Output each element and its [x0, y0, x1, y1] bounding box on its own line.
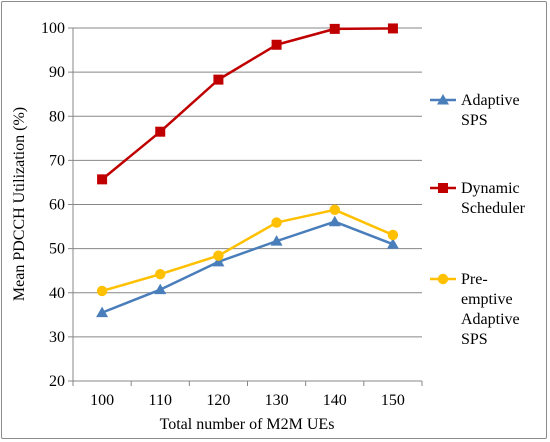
data-point	[386, 238, 399, 249]
y-tick-label: 50	[49, 241, 65, 258]
x-tick-label: 130	[265, 392, 289, 409]
series-group	[96, 23, 399, 318]
x-axis-title: Total number of M2M UEs	[160, 416, 335, 433]
series-line	[101, 208, 394, 293]
series-line	[101, 27, 393, 181]
data-point	[270, 235, 283, 246]
y-tick-label: 40	[49, 285, 65, 302]
legend-label: Adaptive	[461, 92, 520, 109]
series-3	[96, 204, 399, 297]
x-tick-label: 150	[381, 392, 405, 409]
legend-label: SPS	[461, 112, 488, 129]
data-point	[329, 23, 340, 34]
legend-label: SPS	[461, 331, 488, 348]
data-point	[213, 74, 224, 85]
series-line	[101, 220, 394, 314]
series-2	[97, 23, 398, 185]
data-point	[154, 283, 167, 295]
legend-swatch-marker	[437, 94, 449, 105]
x-tick-label: 110	[149, 392, 172, 409]
data-point	[271, 217, 282, 228]
data-point	[155, 269, 166, 280]
y-tick-label: 20	[49, 373, 65, 390]
y-tick-label: 90	[49, 64, 65, 81]
y-tick-label: 30	[49, 329, 65, 346]
legend-item-2: Dynamic Scheduler	[430, 180, 526, 217]
data-point	[96, 285, 108, 297]
y-tick-label: 70	[49, 152, 65, 169]
data-point	[271, 39, 282, 50]
x-tick-label: 120	[206, 392, 230, 409]
legend-label: emptive	[461, 291, 513, 308]
data-point	[387, 23, 398, 34]
legend-label: Pre-	[461, 271, 488, 288]
legend-swatch-marker	[437, 273, 449, 285]
gridlines	[68, 27, 423, 386]
legend-label: Adaptive	[461, 311, 520, 328]
y-axis-ticks: 20 30 40 50 60 70 80 90 100	[41, 20, 65, 390]
y-axis-title: Mean PDCCH Utilization (%)	[11, 107, 28, 301]
y-tick-label: 60	[49, 197, 65, 214]
data-point	[96, 306, 109, 318]
data-point	[328, 215, 341, 227]
series-1	[96, 215, 399, 318]
legend-label: Scheduler	[461, 200, 526, 217]
legend-item-1: Adaptive SPS	[430, 92, 520, 129]
legend: Adaptive SPS Dynamic Scheduler Pre-emptive Ad…	[430, 92, 526, 348]
data-point	[387, 229, 399, 241]
x-tick-label: 140	[323, 392, 347, 409]
y-tick-label: 80	[49, 108, 65, 125]
data-point	[213, 250, 224, 261]
data-point	[329, 204, 340, 215]
data-point	[212, 255, 225, 267]
legend-label: Dynamic	[461, 180, 520, 197]
legend-item-3: Pre-emptive Adaptive SPS	[430, 271, 520, 348]
data-point	[97, 174, 108, 185]
y-tick-label: 100	[41, 20, 65, 37]
x-axis-ticks: 100 110 120 130 140 150	[90, 392, 405, 409]
x-tick-label: 100	[90, 392, 114, 409]
legend-swatch-marker	[438, 183, 448, 193]
data-point	[155, 126, 166, 137]
